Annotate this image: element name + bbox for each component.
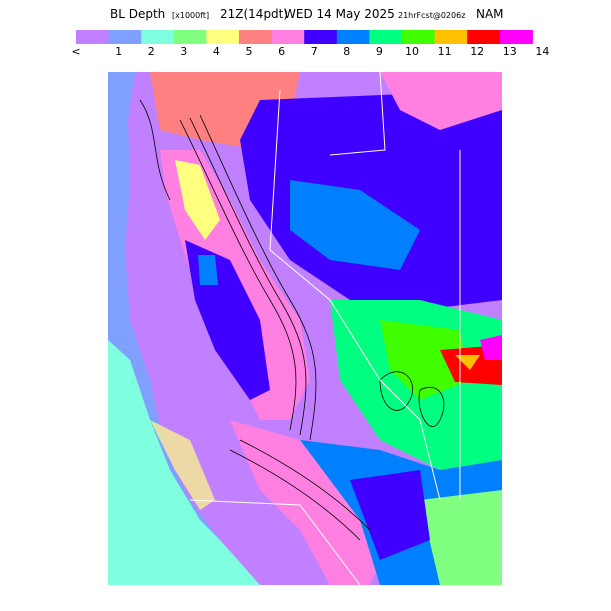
colorbar-label: 8 [343, 45, 350, 58]
colorbar-swatch [336, 30, 370, 44]
colorbar-swatch [76, 30, 110, 44]
colorbar-swatch [108, 30, 142, 44]
colorbar-label: 10 [405, 45, 419, 58]
colorbar-swatch [434, 30, 468, 44]
colorbar-swatch [173, 30, 207, 44]
colorbar-swatch [369, 30, 403, 44]
colorbar-label: 2 [148, 45, 155, 58]
colorbar-label: 12 [470, 45, 484, 58]
date: WED 14 May 2025 [284, 7, 395, 21]
colorbar-label: 7 [311, 45, 318, 58]
colorbar-label: 6 [278, 45, 285, 58]
colorbar-swatch [271, 30, 305, 44]
colorbar-swatch [206, 30, 240, 44]
colorbar-swatch [141, 30, 175, 44]
title: BL Depth [110, 7, 165, 21]
colorbar-swatch [402, 30, 436, 44]
colorbar-label: 1 [115, 45, 122, 58]
valid-time: 21Z(14pdt) [220, 7, 288, 21]
units: [x1000ft] [172, 11, 209, 20]
colorbar-swatch [499, 30, 533, 44]
colorbar-swatch [304, 30, 338, 44]
colorbar-label: 14 [535, 45, 549, 58]
colorbar-label: 11 [438, 45, 452, 58]
colorbar-label: 5 [246, 45, 253, 58]
colorbar-label: 4 [213, 45, 220, 58]
colorbar-label: 13 [503, 45, 517, 58]
forecast: 21hrFcst@0206z [398, 11, 465, 20]
colorbar: <1 2 3 4 5 6 7 8 9 10 11 12 13 14 [71, 30, 549, 58]
header: BL Depth [x1000ft] 21Z(14pdt) WED 14 May… [110, 7, 504, 21]
colorbar-swatch [467, 30, 501, 44]
map [108, 71, 502, 586]
model: NAM [476, 7, 504, 21]
colorbar-label: < [71, 45, 80, 58]
colorbar-label: 9 [376, 45, 383, 58]
colorbar-label: 3 [180, 45, 187, 58]
colorbar-swatch [239, 30, 273, 44]
